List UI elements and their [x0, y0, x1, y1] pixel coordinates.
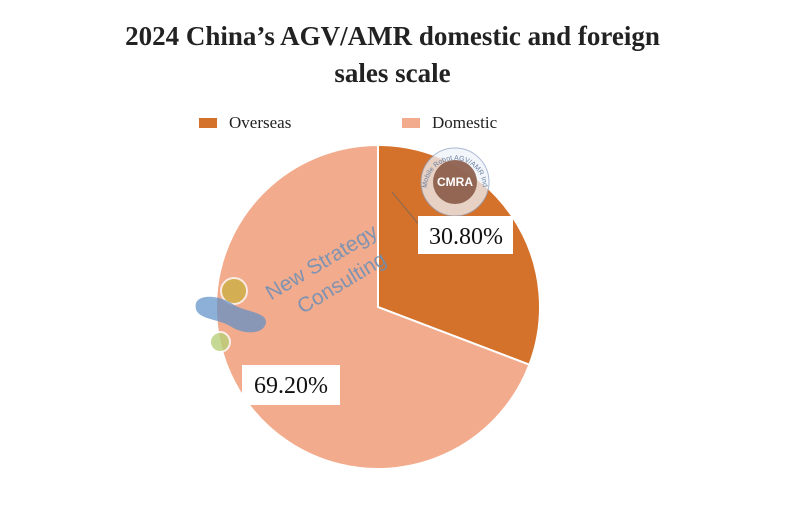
- legend-label-overseas: Overseas: [229, 113, 292, 132]
- watermark-dot-1: [220, 277, 248, 305]
- watermark-dot-2: [209, 331, 231, 353]
- chart-title-line-2: sales scale: [334, 58, 451, 88]
- data-label-domestic: 69.20%: [254, 373, 328, 399]
- data-label-box-overseas: [418, 216, 513, 254]
- chart-title-line-1: 2024 China’s AGV/AMR domestic and foreig…: [125, 21, 660, 51]
- legend-item-overseas: Overseas: [199, 113, 291, 133]
- data-label-box-domestic: [242, 365, 340, 405]
- watermark-logo-shape: [195, 296, 266, 333]
- data-label-overseas: 30.80%: [429, 224, 503, 250]
- overseas-leader-line: [391, 191, 421, 227]
- legend-label-domestic: Domestic: [432, 113, 498, 132]
- legend-swatch-domestic: [402, 118, 420, 128]
- chart-legend: Overseas Domestic: [0, 113, 785, 133]
- legend-swatch-overseas: [199, 118, 217, 128]
- seal-center-text: CMRA: [437, 175, 473, 189]
- chart-title: 2024 China’s AGV/AMR domestic and foreig…: [0, 18, 785, 92]
- pie-slice-overseas: [377, 143, 541, 367]
- legend-item-domestic: Domestic: [402, 113, 497, 133]
